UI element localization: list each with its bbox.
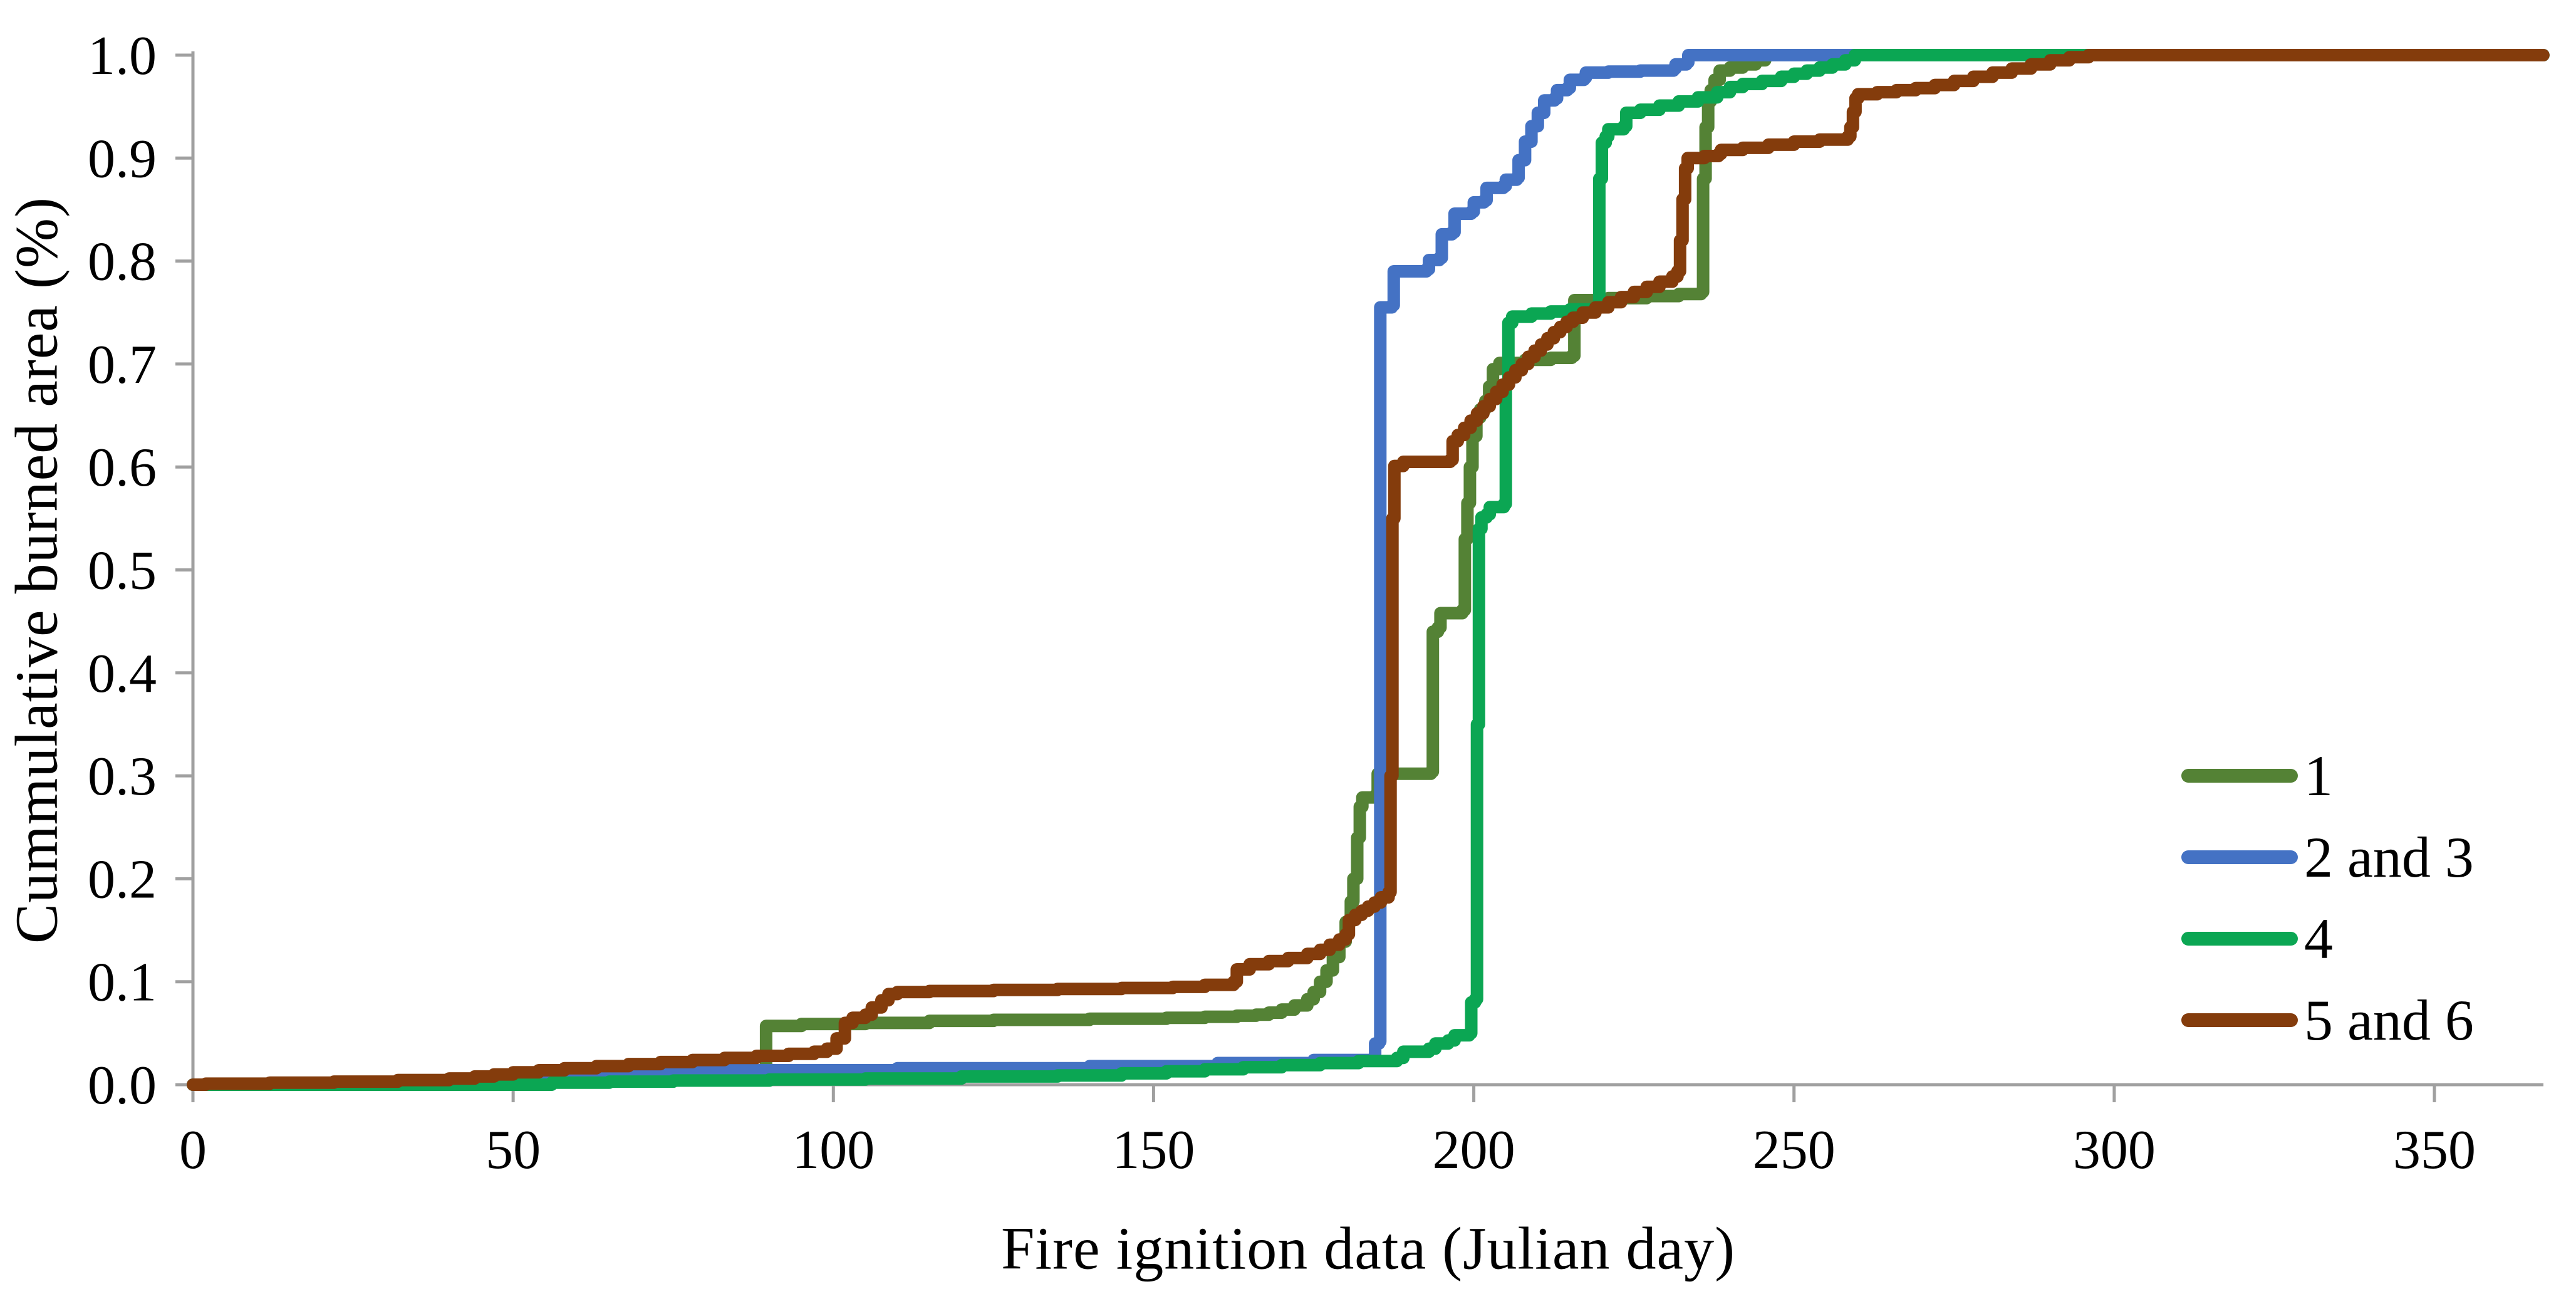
series-line-5-and-6 <box>187 49 2550 1091</box>
y-tick-label: 0.2 <box>88 849 157 910</box>
y-tick-label: 0.7 <box>88 335 157 395</box>
y-tick-label: 0.3 <box>88 746 157 807</box>
legend-item: 1 <box>2181 735 2474 816</box>
y-tick-label: 1.0 <box>88 26 157 86</box>
x-tick-label: 50 <box>486 1120 541 1181</box>
y-tick-label: 0.4 <box>88 644 157 704</box>
legend-line-swatch <box>2181 932 2298 946</box>
y-tick-label: 0.8 <box>88 232 157 293</box>
legend-label: 5 and 6 <box>2304 988 2474 1052</box>
legend-line-swatch <box>2181 769 2298 783</box>
series-line-2-and-3 <box>187 49 2550 1091</box>
y-tick-label: 0.6 <box>88 437 157 498</box>
x-tick-label: 350 <box>2393 1120 2476 1181</box>
x-axis-title: Fire ignition data (Julian day) <box>1000 1214 1736 1282</box>
legend-label: 1 <box>2304 744 2333 808</box>
legend-label: 4 <box>2304 907 2333 971</box>
legend-item: 2 and 3 <box>2181 816 2474 898</box>
legend-label: 2 and 3 <box>2304 825 2474 889</box>
x-tick-label: 250 <box>1753 1120 1836 1181</box>
y-tick-label: 0.5 <box>88 541 157 602</box>
legend-item: 5 and 6 <box>2181 979 2474 1061</box>
y-axis-title: Cummulative burned area (%) <box>3 197 70 944</box>
x-tick-label: 200 <box>1433 1120 1515 1181</box>
x-tick-label: 0 <box>179 1120 207 1181</box>
legend-item: 4 <box>2181 898 2474 979</box>
series-line-4 <box>187 49 2550 1091</box>
y-tick-label: 0.9 <box>88 128 157 189</box>
y-tick-label: 0.0 <box>88 1055 157 1116</box>
legend-line-swatch <box>2181 1013 2298 1027</box>
y-tick-label: 0.1 <box>88 952 157 1013</box>
x-tick-label: 100 <box>792 1120 875 1181</box>
x-tick-label: 150 <box>1112 1120 1195 1181</box>
x-tick-label: 300 <box>2073 1120 2156 1181</box>
legend: 1 2 and 3 4 5 and 6 <box>2181 735 2474 1061</box>
legend-line-swatch <box>2181 850 2298 864</box>
